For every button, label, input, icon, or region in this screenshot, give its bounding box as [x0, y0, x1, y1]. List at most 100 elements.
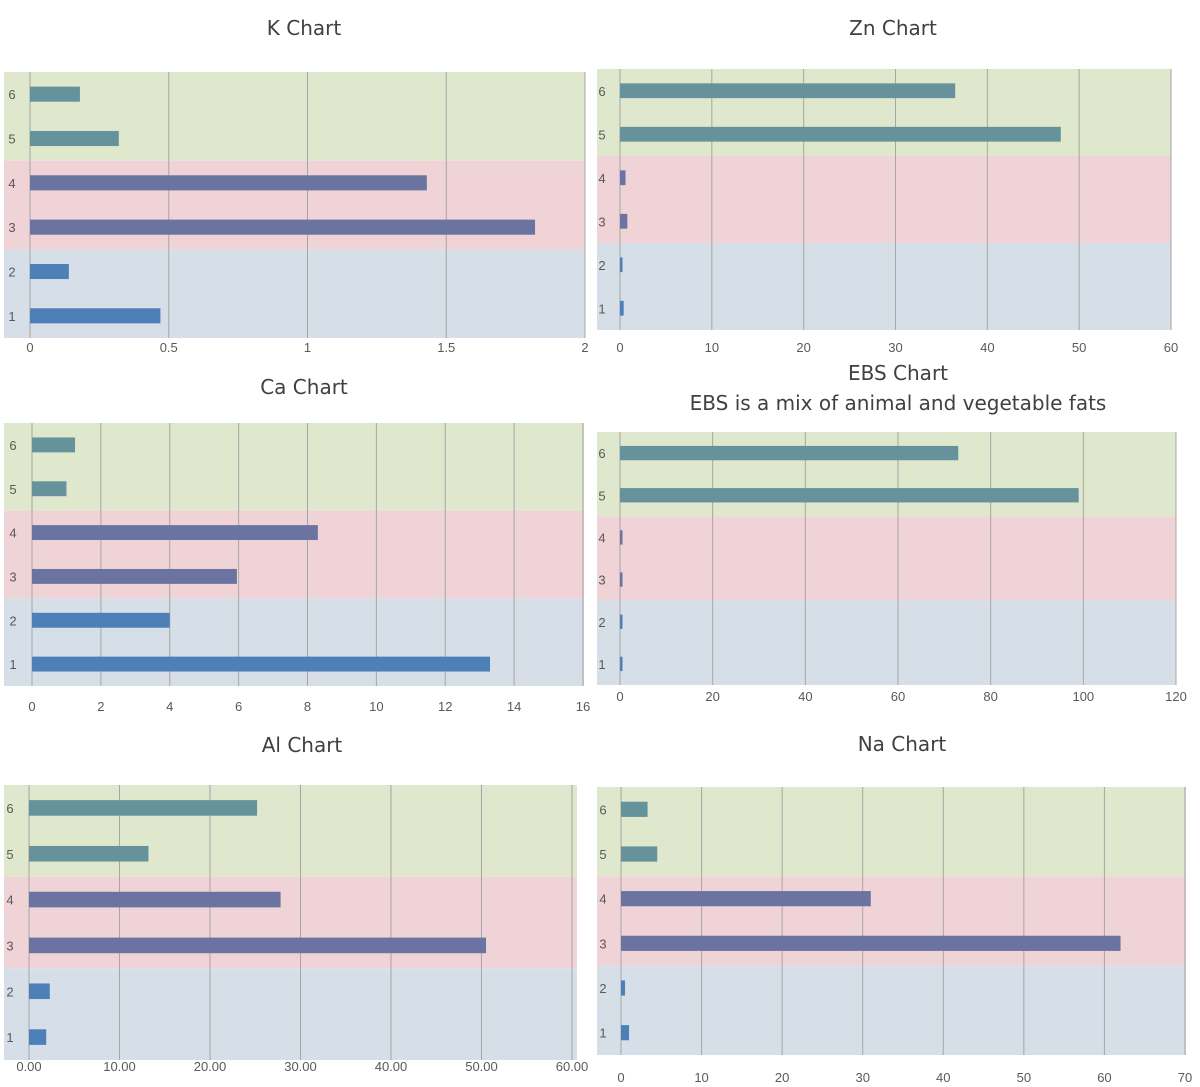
x-tick-label: 20.00 — [194, 1059, 227, 1074]
band-rows-1-2 — [597, 243, 1171, 330]
chart-title: EBS Chart — [848, 361, 948, 385]
bar-2 — [32, 612, 170, 628]
x-tick-label: 20 — [705, 689, 719, 704]
bar-1 — [29, 1029, 47, 1045]
x-tick-label: 30.00 — [284, 1059, 317, 1074]
category-label: 6 — [9, 438, 16, 453]
bar-1 — [621, 1025, 630, 1041]
x-tick-label: 14 — [507, 699, 521, 714]
category-label: 4 — [6, 893, 13, 908]
category-label: 1 — [598, 657, 605, 672]
x-tick-label: 0 — [617, 1070, 624, 1085]
band-rows-5-6 — [597, 432, 1176, 517]
bar-2 — [621, 980, 626, 996]
category-label: 5 — [598, 127, 605, 142]
x-tick-label: 40 — [980, 340, 994, 355]
bar-1 — [30, 308, 161, 324]
category-label: 5 — [6, 847, 13, 862]
category-label: 2 — [8, 265, 15, 280]
bar-4 — [621, 891, 871, 907]
x-tick-label: 60 — [1097, 1070, 1111, 1085]
bar-6 — [32, 437, 76, 453]
x-tick-label: 12 — [438, 699, 452, 714]
x-tick-label: 60 — [891, 689, 905, 704]
band-rows-3-4 — [597, 876, 1186, 966]
x-tick-label: 8 — [304, 699, 311, 714]
bar-5 — [620, 126, 1061, 142]
x-tick-label: 50 — [1017, 1070, 1031, 1085]
category-label: 4 — [598, 530, 605, 545]
x-tick-label: 10.00 — [103, 1059, 136, 1074]
category-label: 3 — [598, 573, 605, 588]
bar-4 — [32, 525, 318, 541]
category-label: 1 — [6, 1030, 13, 1045]
category-label: 5 — [598, 488, 605, 503]
category-label: 1 — [9, 657, 16, 672]
category-label: 2 — [599, 981, 606, 996]
category-label: 1 — [8, 309, 15, 324]
x-tick-label: 0.5 — [160, 340, 178, 355]
bar-2 — [620, 257, 623, 273]
bar-5 — [29, 845, 149, 862]
bar-2 — [29, 983, 50, 1000]
x-tick-label: 2 — [97, 699, 104, 714]
category-label: 6 — [598, 84, 605, 99]
x-tick-label: 0 — [28, 699, 35, 714]
band-rows-5-6 — [4, 423, 584, 511]
x-tick-label: 50 — [1072, 340, 1086, 355]
x-tick-label: 30 — [855, 1070, 869, 1085]
band-rows-1-2 — [4, 249, 585, 338]
category-label: 4 — [9, 526, 16, 541]
band-rows-3-4 — [4, 876, 577, 969]
band-rows-3-4 — [597, 156, 1171, 243]
category-label: 6 — [6, 801, 13, 816]
chart-title: Al Chart — [262, 733, 343, 757]
category-label: 1 — [599, 1026, 606, 1041]
x-tick-label: 0 — [616, 689, 623, 704]
category-label: 4 — [599, 892, 606, 907]
x-tick-label: 40.00 — [375, 1059, 408, 1074]
category-label: 3 — [598, 214, 605, 229]
x-tick-label: 10 — [369, 699, 383, 714]
bar-5 — [30, 130, 119, 147]
category-label: 3 — [6, 938, 13, 953]
bar-4 — [620, 530, 623, 545]
x-tick-label: 40 — [798, 689, 812, 704]
x-tick-label: 20 — [796, 340, 810, 355]
chart-title: Na Chart — [858, 732, 947, 756]
category-label: 1 — [598, 301, 605, 316]
x-tick-label: 4 — [166, 699, 173, 714]
bar-3 — [620, 213, 628, 229]
bar-4 — [30, 175, 427, 191]
x-tick-label: 6 — [235, 699, 242, 714]
x-tick-label: 10 — [694, 1070, 708, 1085]
chart-title: Ca Chart — [260, 375, 348, 399]
bar-3 — [32, 568, 237, 584]
x-tick-label: 1 — [304, 340, 311, 355]
category-label: 4 — [598, 171, 605, 186]
category-label: 6 — [8, 87, 15, 102]
category-label: 6 — [599, 802, 606, 817]
bar-6 — [620, 83, 956, 99]
category-label: 4 — [8, 176, 15, 191]
x-tick-label: 60.00 — [556, 1059, 589, 1074]
x-tick-label: 20 — [775, 1070, 789, 1085]
chart-title: K Chart — [267, 16, 342, 40]
bar-4 — [29, 891, 281, 908]
category-label: 3 — [9, 569, 16, 584]
bar-2 — [620, 614, 623, 629]
band-rows-5-6 — [4, 72, 585, 161]
x-tick-label: 80 — [983, 689, 997, 704]
x-tick-label: 1.5 — [437, 340, 455, 355]
x-tick-label: 2 — [581, 340, 588, 355]
x-tick-label: 0.00 — [16, 1059, 41, 1074]
category-label: 2 — [6, 984, 13, 999]
band-rows-3-4 — [4, 510, 584, 599]
band-rows-1-2 — [4, 968, 577, 1060]
bar-6 — [29, 800, 258, 816]
x-tick-label: 10 — [705, 340, 719, 355]
